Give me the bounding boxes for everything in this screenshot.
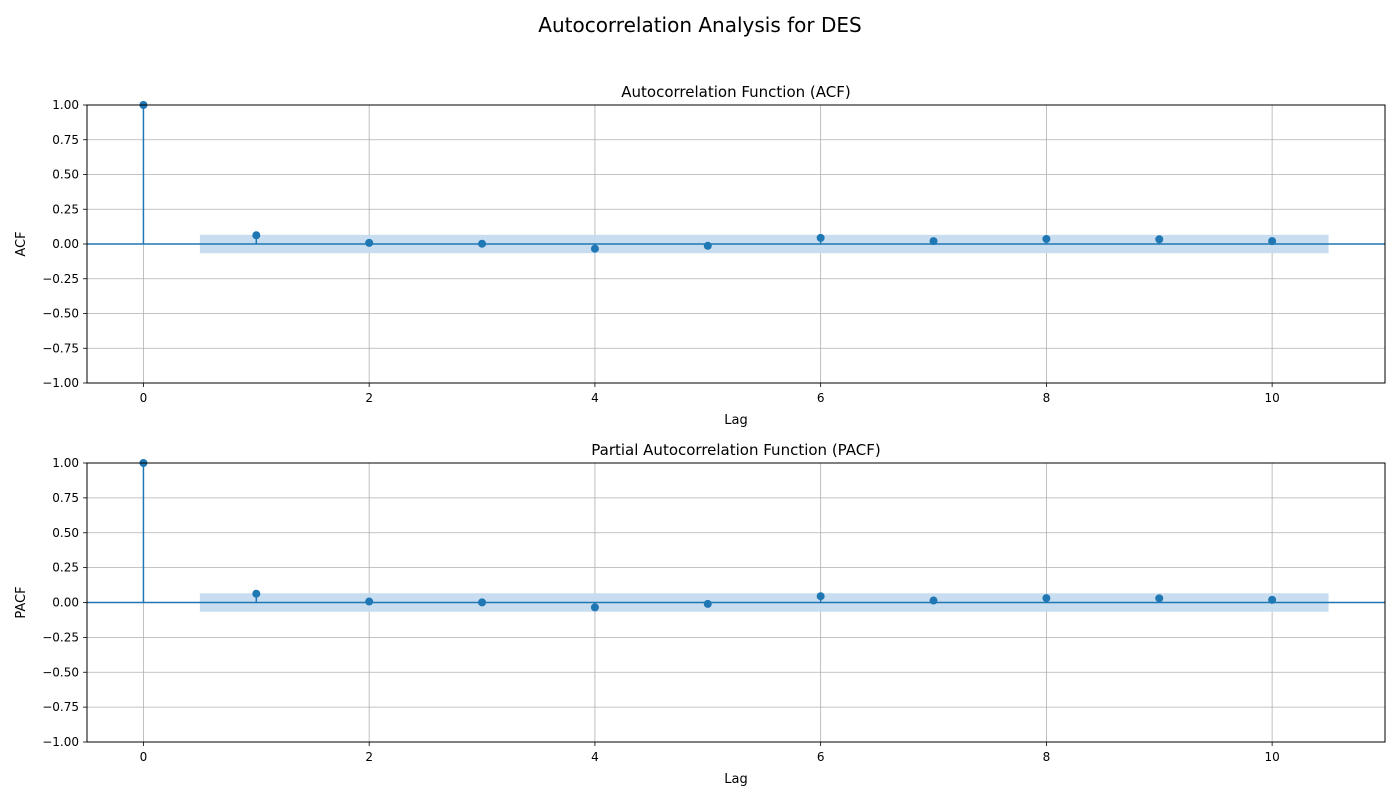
marker-lag-3: [478, 239, 487, 248]
y-tick-label: 0.00: [52, 596, 79, 610]
y-tick-label: −1.00: [42, 376, 79, 390]
figure-title: Autocorrelation Analysis for DES: [538, 13, 862, 37]
y-axis-label: ACF: [14, 231, 29, 256]
marker-lag-9: [1155, 594, 1164, 603]
y-tick-label: 0.75: [52, 133, 79, 147]
x-tick-label: 4: [591, 750, 599, 764]
panel-acf: [83, 101, 1386, 387]
marker-lag-7: [929, 237, 938, 246]
y-tick-label: 1.00: [52, 456, 79, 470]
marker-lag-4: [590, 603, 599, 612]
panel-title: Autocorrelation Function (ACF): [621, 83, 850, 101]
y-tick-label: −0.25: [42, 272, 79, 286]
marker-lag-5: [703, 599, 712, 608]
x-tick-label: 8: [1043, 391, 1051, 405]
marker-lag-8: [1042, 594, 1051, 603]
marker-lag-6: [816, 592, 825, 601]
panel-pacf: [83, 459, 1386, 746]
y-axis-label: PACF: [14, 586, 29, 618]
x-tick-label: 2: [365, 750, 373, 764]
x-axis-label: Lag: [724, 413, 747, 428]
y-tick-label: −0.75: [42, 700, 79, 714]
y-tick-label: 0.50: [52, 168, 79, 182]
y-tick-label: −0.50: [42, 307, 79, 321]
x-tick-label: 10: [1264, 750, 1279, 764]
x-tick-label: 6: [817, 750, 825, 764]
marker-lag-7: [929, 596, 938, 605]
x-tick-label: 2: [365, 391, 373, 405]
x-tick-label: 0: [140, 750, 148, 764]
x-tick-label: 0: [140, 391, 148, 405]
y-tick-label: −0.50: [42, 665, 79, 679]
y-tick-label: 0.25: [52, 561, 79, 575]
x-tick-label: 8: [1043, 750, 1051, 764]
y-tick-label: 0.00: [52, 237, 79, 251]
y-tick-label: −1.00: [42, 735, 79, 749]
marker-lag-6: [816, 233, 825, 242]
x-tick-label: 6: [817, 391, 825, 405]
x-axis-label: Lag: [724, 772, 747, 787]
marker-lag-5: [703, 241, 712, 250]
panel-title: Partial Autocorrelation Function (PACF): [591, 441, 880, 459]
marker-lag-2: [365, 597, 374, 606]
y-tick-label: −0.75: [42, 341, 79, 355]
x-tick-label: 10: [1264, 391, 1279, 405]
y-tick-label: −0.25: [42, 630, 79, 644]
marker-lag-10: [1268, 595, 1277, 604]
marker-lag-10: [1268, 237, 1277, 246]
marker-lag-3: [478, 598, 487, 607]
x-tick-label: 4: [591, 391, 599, 405]
marker-lag-8: [1042, 234, 1051, 243]
y-tick-label: 1.00: [52, 98, 79, 112]
marker-lag-4: [590, 244, 599, 253]
y-tick-label: 0.75: [52, 491, 79, 505]
y-tick-label: 0.25: [52, 202, 79, 216]
marker-lag-2: [365, 238, 374, 247]
marker-lag-1: [252, 589, 261, 598]
marker-lag-1: [252, 231, 261, 240]
y-tick-label: 0.50: [52, 526, 79, 540]
marker-lag-9: [1155, 235, 1164, 244]
